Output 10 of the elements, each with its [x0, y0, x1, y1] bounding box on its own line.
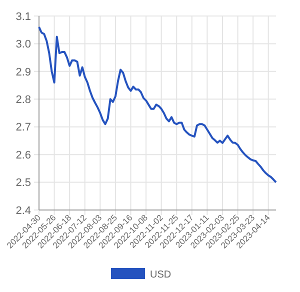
- y-tick-label: 2.8: [16, 94, 31, 106]
- y-tick-label: 2.7: [16, 122, 31, 134]
- y-tick-label: 3.1: [16, 10, 31, 23]
- y-tick-label: 2.4: [16, 204, 31, 217]
- y-tick-label: 2.9: [16, 66, 31, 78]
- y-tick-label: 2.5: [16, 177, 31, 190]
- legend-label: USD: [150, 270, 172, 280]
- line-series: [38, 26, 277, 184]
- y-tick-label: 2.6: [16, 149, 31, 162]
- y-tick-label: 3.0: [16, 38, 31, 51]
